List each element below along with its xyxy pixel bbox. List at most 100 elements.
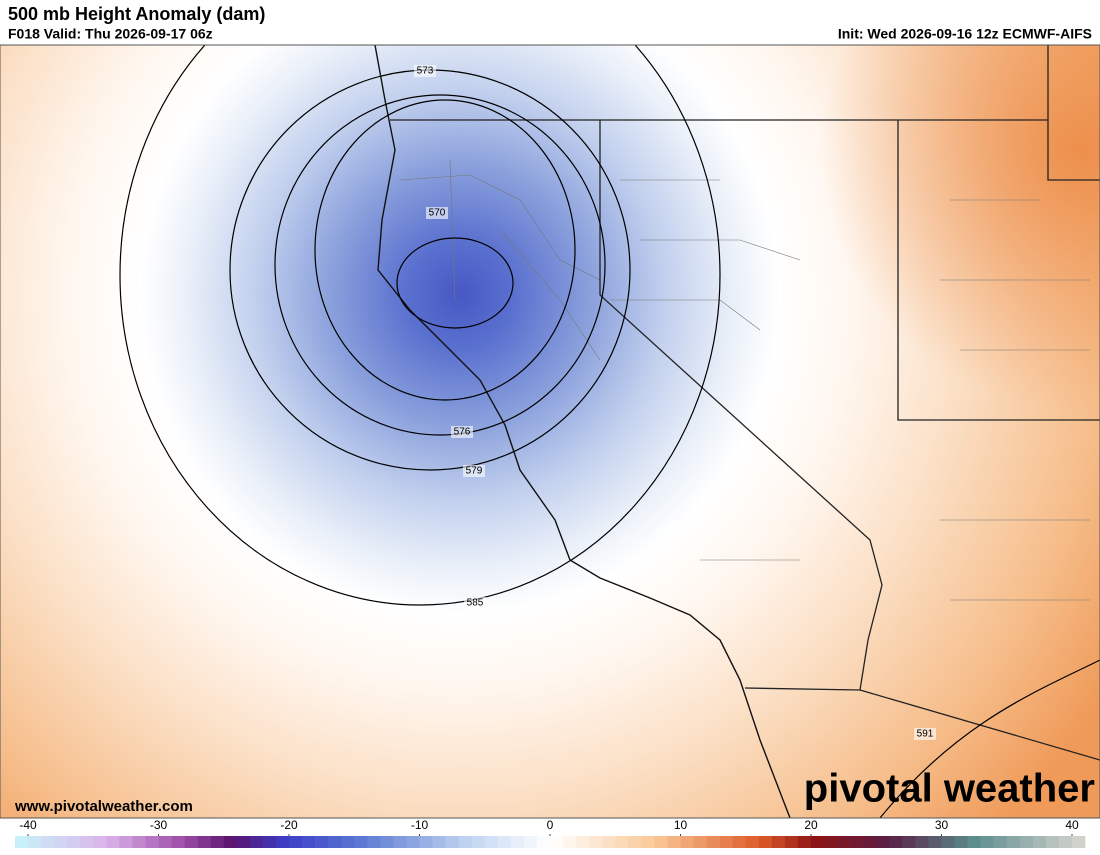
colorbar-tick-label: 20 [804, 818, 818, 832]
colorbar-swatch [484, 836, 499, 848]
colorbar-swatch [419, 836, 433, 848]
map-frame [0, 44, 1100, 819]
colorbar-swatch [771, 836, 786, 848]
colorbar-swatch [758, 836, 773, 848]
colorbar-swatch [341, 836, 355, 848]
colorbar-swatch [889, 836, 903, 848]
colorbar-swatch [393, 836, 407, 848]
colorbar-swatch [850, 836, 864, 848]
colorbar-swatch [810, 836, 825, 848]
colorbar-swatch [302, 836, 316, 848]
colorbar-tick-label: -30 [150, 818, 168, 832]
colorbar-tick-label: 30 [935, 818, 949, 832]
colorbar-swatch [367, 836, 381, 848]
colorbar-swatch [980, 836, 994, 848]
colorbar-swatch [354, 836, 368, 848]
colorbar-swatch [667, 836, 681, 848]
init-time: Init: Wed 2026-09-16 12z ECMWF-AIFS [838, 26, 1092, 42]
colorbar-swatch [1071, 836, 1086, 848]
colorbar-swatch [719, 836, 733, 848]
contour-label: 591 [917, 729, 934, 740]
colorbar-swatch [902, 836, 916, 848]
colorbar-swatch [576, 836, 590, 848]
coastline [374, 45, 791, 818]
colorbar-swatch [119, 836, 133, 848]
colorbar-swatch [1045, 836, 1060, 848]
colorbar-swatch [28, 836, 42, 848]
colorbar-swatch [628, 836, 642, 848]
colorbar-swatch [380, 836, 394, 848]
label-bg [464, 597, 486, 609]
colorbar-swatch [967, 836, 981, 848]
logo: pivotal weather [804, 767, 1095, 811]
colorbar-swatch [615, 836, 629, 848]
label-bg [914, 728, 936, 740]
colorbar-swatch [497, 836, 512, 848]
colorbar: -40 -30 -20 -10 0 10 20 30 40 [15, 818, 1086, 848]
colorbar-swatch [41, 836, 55, 848]
colorbar-swatch [210, 836, 225, 848]
county-borders [399, 159, 1090, 601]
colorbar-swatch [145, 836, 159, 848]
colorbar-tick-label: 0 [547, 818, 554, 832]
contour-label: 585 [467, 598, 484, 609]
colorbar-tick-label: -10 [411, 818, 429, 832]
anomaly-field [0, 45, 1100, 818]
colorbar-swatch [732, 836, 747, 848]
colorbar-swatch [1006, 836, 1021, 848]
colorbar-swatch [289, 836, 303, 848]
valid-time: F018 Valid: Thu 2026-09-17 06z [8, 26, 213, 42]
colorbar-swatch [941, 836, 955, 848]
colorbar-swatch [275, 836, 290, 848]
colorbar-tick-label: 10 [674, 818, 688, 832]
colorbar-swatch [471, 836, 486, 848]
colorbar-swatch [223, 836, 238, 848]
colorbar-swatch [236, 836, 251, 848]
colorbar-swatch [1058, 836, 1073, 848]
website: www.pivotalweather.com [14, 798, 193, 815]
colorbar-swatch [837, 836, 851, 848]
colorbar-swatch [536, 836, 551, 848]
colorbar-swatch [197, 836, 212, 848]
contour-label: 579 [466, 466, 483, 477]
colorbar-swatch [863, 836, 877, 848]
colorbar-swatch [550, 836, 564, 848]
colorbar-swatch [928, 836, 942, 848]
colorbar-swatch [523, 836, 538, 848]
colorbar-swatch [654, 836, 668, 848]
colorbar-swatch [563, 836, 577, 848]
colorbar-swatch [784, 836, 799, 848]
colorbar-swatch [445, 836, 459, 848]
colorbar-swatch [797, 836, 812, 848]
colorbar-tick-label: -20 [280, 818, 298, 832]
colorbar-swatch [132, 836, 146, 848]
colorbar-tick-label: 40 [1065, 818, 1079, 832]
colorbar-swatch [93, 836, 107, 848]
colorbar-swatch [262, 836, 277, 848]
label-bg [463, 465, 485, 477]
colorbar-swatch [54, 836, 68, 848]
colorbar-swatch [915, 836, 929, 848]
colorbar-swatch [706, 836, 720, 848]
label-bg [451, 426, 473, 438]
colorbar-swatch [824, 836, 838, 848]
colorbar-swatch [589, 836, 603, 848]
title: 500 mb Height Anomaly (dam) [8, 4, 265, 24]
colorbar-swatch [328, 836, 342, 848]
colorbar-swatch [432, 836, 446, 848]
colorbar-swatch [876, 836, 890, 848]
colorbar-swatch [693, 836, 707, 848]
colorbar-swatch [171, 836, 185, 848]
colorbar-swatch [67, 836, 81, 848]
colorbar-swatch [15, 836, 29, 848]
colorbar-swatch [249, 836, 264, 848]
colorbar-swatch [510, 836, 525, 848]
colorbar-swatch [315, 836, 329, 848]
contour-label: 576 [454, 427, 471, 438]
contour-labels: 573 570 576 579 585 591 [414, 65, 936, 740]
colorbar-swatch [680, 836, 694, 848]
contour-label: 573 [417, 66, 434, 77]
colorbar-swatch [80, 836, 94, 848]
